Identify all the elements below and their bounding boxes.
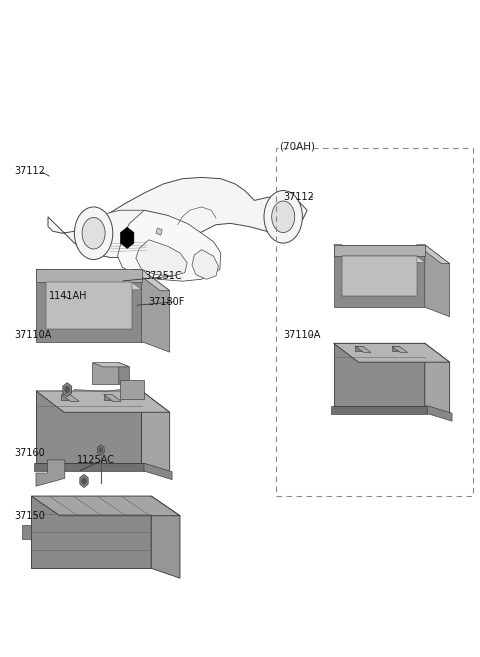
Polygon shape [92, 363, 119, 384]
Text: 37160: 37160 [14, 448, 45, 459]
Polygon shape [31, 496, 180, 516]
Polygon shape [331, 405, 427, 414]
Polygon shape [151, 496, 180, 578]
Polygon shape [104, 394, 112, 399]
Polygon shape [334, 245, 425, 256]
Text: 37110A: 37110A [283, 330, 321, 340]
Text: 37112: 37112 [283, 192, 314, 202]
Polygon shape [156, 228, 162, 235]
Polygon shape [80, 474, 88, 487]
Polygon shape [46, 283, 132, 328]
Polygon shape [142, 269, 169, 352]
Polygon shape [36, 391, 169, 413]
Circle shape [65, 386, 70, 393]
Polygon shape [22, 525, 31, 539]
Polygon shape [356, 346, 363, 351]
Polygon shape [34, 463, 144, 471]
Circle shape [82, 217, 105, 249]
Text: 1125AC: 1125AC [77, 455, 115, 465]
Bar [276, 148, 473, 496]
Polygon shape [132, 269, 169, 290]
Text: 37150: 37150 [14, 510, 45, 521]
Polygon shape [425, 344, 450, 413]
Polygon shape [48, 177, 307, 258]
Polygon shape [36, 269, 73, 290]
Polygon shape [118, 210, 221, 281]
Polygon shape [36, 460, 65, 486]
Polygon shape [334, 245, 367, 263]
Polygon shape [425, 245, 450, 317]
Polygon shape [61, 394, 70, 399]
Polygon shape [104, 394, 121, 401]
Polygon shape [119, 363, 130, 388]
Polygon shape [342, 256, 417, 296]
Polygon shape [120, 380, 144, 399]
Polygon shape [136, 240, 187, 276]
Polygon shape [356, 346, 371, 352]
Circle shape [99, 447, 103, 453]
Polygon shape [342, 256, 425, 263]
Polygon shape [427, 405, 452, 421]
Text: 1141AH: 1141AH [49, 290, 87, 301]
Text: 37180F: 37180F [148, 296, 185, 307]
Polygon shape [392, 346, 408, 352]
Text: 37112: 37112 [14, 166, 45, 176]
Polygon shape [31, 496, 151, 568]
Polygon shape [36, 269, 142, 283]
Polygon shape [417, 245, 450, 263]
Polygon shape [46, 283, 142, 290]
Circle shape [264, 191, 302, 243]
Polygon shape [79, 210, 182, 258]
Polygon shape [192, 250, 218, 279]
Polygon shape [36, 269, 142, 342]
Polygon shape [36, 391, 142, 463]
Polygon shape [61, 394, 79, 401]
Polygon shape [334, 344, 450, 362]
Polygon shape [120, 227, 134, 248]
Polygon shape [334, 344, 425, 405]
Circle shape [82, 478, 86, 484]
Polygon shape [97, 445, 104, 455]
Circle shape [74, 207, 113, 260]
Polygon shape [92, 363, 130, 367]
Text: 37110A: 37110A [14, 330, 52, 340]
Text: (70AH): (70AH) [279, 141, 315, 151]
Circle shape [272, 201, 295, 233]
Polygon shape [144, 463, 172, 480]
Polygon shape [392, 346, 399, 351]
Text: 37251C: 37251C [144, 271, 182, 281]
Polygon shape [334, 245, 425, 307]
Polygon shape [63, 382, 72, 397]
Polygon shape [142, 391, 169, 472]
